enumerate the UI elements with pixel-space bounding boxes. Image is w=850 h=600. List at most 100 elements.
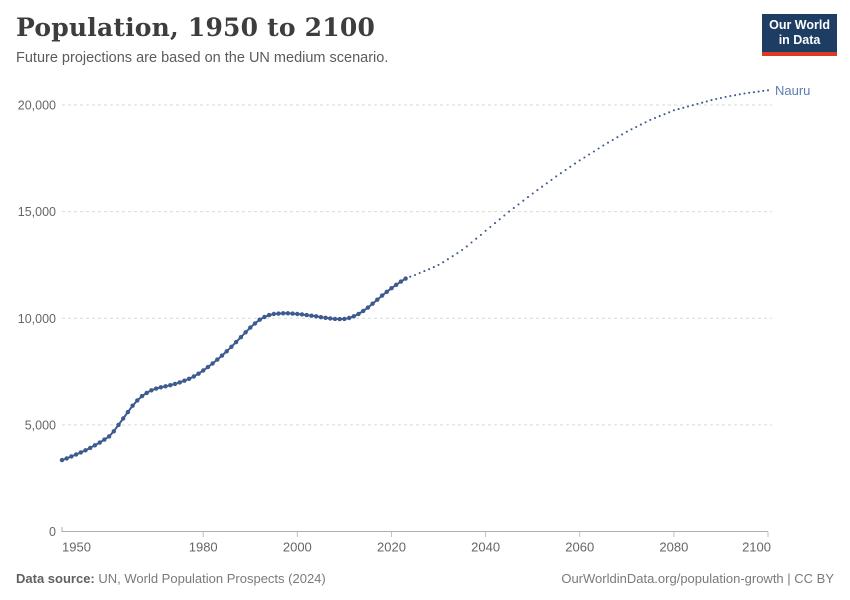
history-marker-1980: [201, 368, 206, 373]
projection-dot-2065: [602, 144, 605, 147]
history-marker-1996: [276, 311, 281, 316]
projection-dot-2090: [719, 96, 722, 100]
projection-dot-2088: [710, 99, 713, 102]
projection-dot-2044: [503, 214, 506, 217]
x-tick-label-2100: 2100: [742, 540, 771, 555]
x-tick-label-2080: 2080: [659, 540, 688, 555]
history-marker-1983: [215, 357, 220, 362]
x-tick-label-2000: 2000: [283, 540, 312, 555]
projection-dot-2074: [644, 121, 647, 124]
projection-dot-2027: [423, 270, 426, 273]
history-marker-1961: [111, 429, 117, 434]
history-marker-2005: [318, 315, 324, 320]
history-marker-1971: [158, 385, 163, 390]
projection-dot-2098: [757, 90, 760, 93]
projection-dot-2085: [696, 102, 699, 105]
projection-dot-2050: [531, 192, 534, 195]
projection-dot-2078: [663, 113, 666, 116]
projection-dot-2048: [522, 199, 525, 202]
projection-dot-2068: [616, 136, 619, 139]
history-marker-1955: [83, 448, 88, 453]
history-marker-2019: [384, 289, 389, 294]
history-marker-1970: [153, 386, 159, 391]
projection-dot-2032: [446, 258, 449, 261]
projection-dot-2066: [606, 141, 610, 144]
history-marker-1979: [196, 371, 201, 376]
history-marker-1960: [106, 434, 112, 439]
y-tick-label-5000: 5,000: [25, 418, 56, 432]
projection-dot-2087: [705, 100, 708, 103]
history-marker-1987: [233, 339, 239, 345]
history-marker-1966: [135, 398, 140, 403]
history-marker-1964: [125, 409, 131, 415]
projection-dot-2069: [621, 133, 624, 136]
projection-dot-2060: [578, 159, 581, 162]
history-marker-2020: [389, 286, 394, 291]
history-marker-2009: [337, 316, 342, 322]
history-marker-1950: [59, 457, 65, 463]
history-marker-1958: [97, 440, 102, 445]
projection-dot-2073: [639, 123, 642, 126]
history-marker-1972: [163, 384, 168, 389]
history-marker-1967: [139, 393, 145, 399]
projection-dot-2025: [413, 273, 417, 277]
history-marker-1957: [92, 443, 98, 448]
projection-dot-2080: [672, 109, 675, 112]
history-marker-1959: [102, 437, 107, 442]
owid-logo[interactable]: Our World in Data: [762, 14, 837, 56]
projection-dot-2062: [588, 153, 591, 156]
history-marker-1985: [224, 349, 229, 354]
x-tick-label-2060: 2060: [565, 540, 594, 555]
history-marker-1995: [271, 311, 276, 317]
history-marker-1963: [121, 416, 126, 421]
history-marker-1973: [168, 383, 173, 388]
projection-dot-2071: [630, 128, 633, 131]
projection-dot-2070: [625, 130, 628, 133]
projection-dot-2075: [649, 118, 652, 121]
history-marker-1953: [73, 452, 79, 457]
projection-dot-2031: [442, 261, 445, 264]
projection-dot-2099: [762, 89, 765, 92]
projection-dot-2034: [456, 252, 459, 255]
projection-dot-2079: [668, 111, 671, 114]
projection-dot-2063: [592, 150, 595, 153]
history-marker-2008: [332, 316, 338, 322]
history-marker-1968: [144, 390, 149, 396]
history-marker-2016: [370, 301, 375, 306]
projection-dot-2077: [658, 115, 661, 118]
history-marker-1974: [172, 381, 178, 387]
projection-dot-2082: [682, 106, 685, 109]
projection-dot-2059: [573, 162, 577, 165]
projection-dot-2058: [569, 165, 572, 168]
history-marker-1969: [149, 388, 154, 393]
history-marker-2014: [361, 308, 366, 314]
history-marker-2012: [351, 314, 356, 319]
owid-logo-line1: Our World: [769, 18, 830, 32]
history-marker-2006: [323, 315, 328, 320]
history-marker-2015: [365, 305, 371, 310]
projection-dot-2094: [738, 93, 741, 96]
projection-dot-2061: [583, 156, 586, 159]
history-marker-1984: [219, 353, 225, 358]
history-marker-1976: [182, 378, 187, 383]
history-marker-1982: [210, 361, 215, 366]
projection-dot-2064: [597, 147, 600, 150]
history-marker-2022: [398, 279, 404, 284]
projection-dot-2057: [564, 168, 567, 172]
projection-dot-2100: [766, 89, 770, 92]
history-marker-1981: [205, 364, 211, 370]
projection-dot-2039: [479, 233, 482, 236]
history-marker-1956: [88, 445, 93, 451]
data-source-label: Data source:: [16, 571, 95, 586]
history-marker-1962: [116, 422, 121, 428]
projection-dot-2035: [461, 248, 464, 252]
y-tick-label-10000: 10,000: [18, 312, 56, 326]
history-marker-2002: [304, 312, 309, 318]
credit-link[interactable]: OurWorldinData.org/population-growth | C…: [561, 571, 834, 586]
history-marker-1965: [130, 403, 135, 408]
projection-dot-2038: [475, 237, 478, 240]
x-axis-line: [61, 527, 768, 532]
history-marker-1988: [238, 335, 244, 340]
projection-dot-2037: [470, 241, 473, 244]
